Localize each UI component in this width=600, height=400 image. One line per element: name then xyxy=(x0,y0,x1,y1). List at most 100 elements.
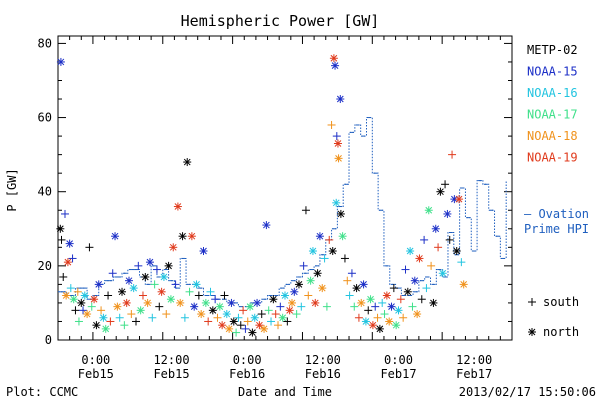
data-point-noaa-16-north xyxy=(129,284,138,293)
data-point-noaa-15-south xyxy=(134,261,143,270)
data-point-noaa-15-south xyxy=(152,265,161,274)
data-point-noaa-19-south xyxy=(434,243,443,252)
marker-legend-south: south xyxy=(528,295,579,309)
data-point-noaa-17-south xyxy=(185,287,194,296)
data-point-metp-02-north xyxy=(77,298,86,307)
data-point-noaa-15-south xyxy=(68,254,77,263)
data-point-metp-02-north xyxy=(429,298,438,307)
data-point-noaa-19-north xyxy=(329,54,338,63)
x-tick-label-time: 12:00 xyxy=(305,353,341,367)
data-point-noaa-17-north xyxy=(392,321,401,330)
data-point-metp-02-south xyxy=(257,310,266,319)
data-point-noaa-17-north xyxy=(201,298,210,307)
data-point-metp-02-north xyxy=(164,261,173,270)
data-point-metp-02-south xyxy=(236,321,245,330)
data-point-noaa-15-north xyxy=(125,276,134,285)
data-point-noaa-16-north xyxy=(332,198,341,207)
data-point-noaa-16-north xyxy=(250,313,259,322)
data-point-noaa-15-north xyxy=(94,280,103,289)
data-point-noaa-18-south xyxy=(243,317,252,326)
data-point-noaa-19-north xyxy=(415,254,424,263)
data-point-noaa-17-north xyxy=(215,302,224,311)
data-point-noaa-15-south xyxy=(347,269,356,278)
data-point-noaa-18-north xyxy=(318,284,327,293)
data-point-noaa-17-south xyxy=(74,317,83,326)
marker-legend-symbol xyxy=(528,328,536,336)
data-point-noaa-18-south xyxy=(162,310,171,319)
data-point-noaa-17-south xyxy=(408,302,417,311)
data-point-metp-02-south xyxy=(283,317,292,326)
data-point-noaa-18-north xyxy=(62,291,71,300)
data-point-noaa-15-south xyxy=(276,302,285,311)
data-point-noaa-15-south xyxy=(420,235,429,244)
x-tick-label-time: 12:00 xyxy=(153,353,189,367)
data-point-noaa-19-north xyxy=(218,321,227,330)
data-point-noaa-18-north xyxy=(413,310,422,319)
x-tick-label-date: Feb17 xyxy=(456,367,492,381)
data-point-noaa-15-north xyxy=(262,221,271,230)
data-point-noaa-16-south xyxy=(206,287,215,296)
data-point-noaa-16-south xyxy=(115,313,124,322)
data-point-noaa-15-south xyxy=(332,132,341,141)
data-point-noaa-15-north xyxy=(331,61,340,70)
data-point-noaa-15-south xyxy=(401,265,410,274)
y-tick-label: 40 xyxy=(38,185,52,199)
data-point-noaa-16-north xyxy=(159,272,168,281)
data-point-noaa-15-north xyxy=(253,298,262,307)
data-point-noaa-16-north xyxy=(308,247,317,256)
data-point-noaa-19-north xyxy=(285,306,294,315)
data-point-noaa-18-north xyxy=(287,298,296,307)
data-point-noaa-16-south xyxy=(180,313,189,322)
x-tick-label-time: 12:00 xyxy=(456,353,492,367)
data-point-noaa-19-north xyxy=(333,139,342,148)
data-point-noaa-17-north xyxy=(424,206,433,215)
data-point-metp-02-north xyxy=(352,284,361,293)
legend-entry-noaa-17: NOAA-17 xyxy=(527,108,578,122)
data-point-noaa-19-north xyxy=(311,298,320,307)
data-point-noaa-19-north xyxy=(90,295,99,304)
x-tick-label-date: Feb16 xyxy=(229,367,265,381)
data-point-noaa-15-south xyxy=(171,280,180,289)
data-point-noaa-19-south xyxy=(239,306,248,315)
data-point-noaa-16-north xyxy=(281,291,289,300)
data-point-noaa-19-north xyxy=(255,321,264,330)
data-point-metp-02-north xyxy=(248,328,257,337)
data-point-noaa-18-north xyxy=(334,154,343,163)
data-point-noaa-19-north xyxy=(368,321,377,330)
data-point-noaa-19-south xyxy=(271,310,280,319)
plot-frame xyxy=(57,35,513,341)
data-point-noaa-19-north xyxy=(382,291,391,300)
data-point-noaa-15-south xyxy=(211,295,220,304)
data-point-noaa-15-north xyxy=(190,302,199,311)
data-point-metp-02-south xyxy=(389,284,398,293)
data-point-noaa-19-north xyxy=(63,258,72,267)
footer-right: 2013/02/17 15:50:06 xyxy=(459,385,596,399)
data-point-noaa-15-north xyxy=(145,258,154,267)
data-point-noaa-18-north xyxy=(385,317,394,326)
data-point-noaa-18-north xyxy=(143,298,152,307)
plot-area xyxy=(57,35,513,341)
data-point-noaa-15-north xyxy=(410,276,419,285)
data-point-noaa-17-south xyxy=(232,328,241,337)
data-point-noaa-18-south xyxy=(399,313,408,322)
data-point-noaa-17-north xyxy=(338,232,347,241)
data-point-noaa-19-south xyxy=(138,291,147,300)
data-point-noaa-15-south xyxy=(299,261,308,270)
data-point-noaa-18-north xyxy=(197,310,206,319)
data-point-noaa-17-south xyxy=(150,280,159,289)
data-point-metp-02-north xyxy=(92,321,101,330)
data-point-noaa-17-south xyxy=(87,302,96,311)
x-tick-label-date: Feb16 xyxy=(305,367,341,381)
data-point-noaa-17-north xyxy=(101,324,110,333)
data-point-noaa-18-south xyxy=(73,287,82,296)
y-axis-ticks: 0 20 40 60 80 xyxy=(38,36,512,347)
data-point-noaa-16-south xyxy=(234,313,243,322)
data-point-noaa-19-north xyxy=(455,195,464,204)
data-point-noaa-16-south xyxy=(66,284,75,293)
data-point-noaa-17-north xyxy=(166,295,175,304)
data-point-noaa-18-south xyxy=(373,313,382,322)
data-point-noaa-19-south xyxy=(325,235,334,244)
data-point-noaa-17-south xyxy=(292,310,301,319)
data-point-metp-02-south xyxy=(340,254,349,263)
legend-entry-noaa-19: NOAA-19 xyxy=(527,151,578,165)
